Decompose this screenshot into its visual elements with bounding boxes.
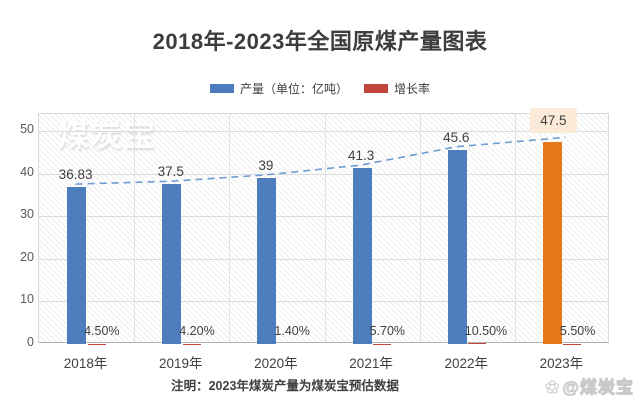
y-axis-tick-50: 50 — [20, 122, 34, 136]
legend-item-growth-rate: 增长率 — [364, 80, 430, 97]
gridline-x-2 — [229, 114, 231, 342]
production-bar-2022年 — [447, 149, 467, 344]
gridline-y-30 — [39, 216, 608, 218]
x-axis-tick-2018年: 2018年 — [63, 356, 108, 371]
growth-rate-label-2020年: 1.40% — [274, 324, 310, 338]
gridline-y-40 — [39, 173, 608, 175]
chart-legend: 产量（单位：亿吨） 增长率 — [0, 80, 640, 97]
gridline-y-10 — [39, 301, 608, 303]
growth-rate-label-2022年: 10.50% — [464, 324, 508, 338]
growth-rate-label-2021年: 5.70% — [369, 324, 406, 338]
production-value-label-2021年: 41.3 — [347, 148, 375, 164]
legend-item-production: 产量（单位：亿吨） — [209, 80, 348, 97]
flower-icon: ✿ — [545, 378, 561, 398]
production-value-label-2022年: 45.6 — [443, 129, 470, 145]
gridline-y-20 — [39, 258, 608, 260]
growth-rate-label-2018年: 4.50% — [84, 324, 120, 338]
y-axis-tick-20: 20 — [20, 249, 34, 264]
gridline-x-1 — [134, 114, 136, 342]
growth-rate-legend-label: 增长率 — [394, 82, 431, 96]
x-axis-tick-2019年: 2019年 — [158, 356, 203, 371]
x-axis-tick-2022年: 2022年 — [444, 356, 489, 371]
watermark-bottom-right-text: @煤炭宝 — [562, 378, 634, 398]
gridline-x-4 — [419, 114, 421, 342]
y-axis-tick-0: 0 — [27, 335, 34, 349]
growth-rate-label-2023年: 5.50% — [559, 324, 596, 338]
production-value-label-2019年: 37.5 — [157, 164, 184, 180]
x-axis-tick-2023年: 2023年 — [539, 356, 584, 371]
gridline-y-50 — [39, 131, 608, 132]
footnote: 注明：2023年煤炭产量为煤炭宝预估数据 — [171, 379, 399, 393]
y-axis-tick-40: 40 — [20, 164, 34, 179]
x-axis-tick-2020年: 2020年 — [254, 356, 298, 371]
gridline-x-3 — [324, 114, 326, 342]
production-value-label-2023年: 47.5 — [530, 107, 577, 133]
y-axis-tick-30: 30 — [20, 207, 34, 222]
chart-title: 2018年-2023年全国原煤产量图表 — [152, 29, 488, 54]
production-bar-2019年 — [162, 184, 182, 344]
growth-rate-bar-2022年 — [468, 342, 487, 344]
watermark-top-left: 煤炭宝 — [58, 118, 157, 153]
x-axis-tick-2021年: 2021年 — [349, 356, 393, 371]
production-bar-2020年 — [257, 177, 277, 344]
growth-rate-label-2019年: 4.20% — [179, 324, 215, 338]
production-bar-2018年 — [67, 187, 87, 344]
production-bar-2023年 — [542, 141, 562, 344]
plot-area: 煤炭宝 — [38, 113, 609, 344]
gridline-x-5 — [514, 114, 516, 342]
watermark-bottom-right: ✿ @煤炭宝 — [545, 373, 634, 398]
production-value-label-2018年: 36.83 — [58, 167, 93, 183]
production-value-label-2020年: 39 — [258, 157, 274, 173]
production-legend-swatch — [209, 84, 234, 93]
y-axis-tick-10: 10 — [20, 292, 34, 307]
production-bar-2021年 — [352, 168, 372, 344]
growth-rate-legend-swatch — [364, 84, 388, 93]
production-legend-label: 产量（单位：亿吨） — [239, 82, 348, 96]
